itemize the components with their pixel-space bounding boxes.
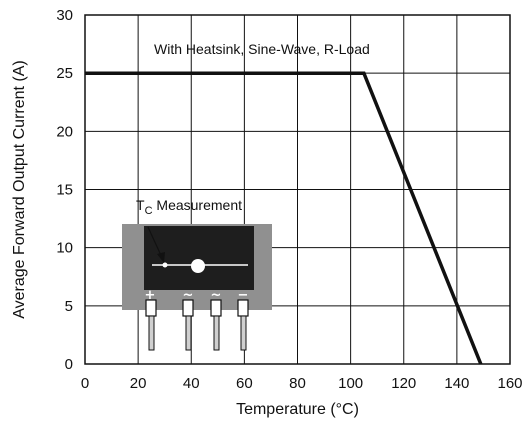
y-tick-label-30: 30	[56, 7, 73, 24]
lead-pin-1	[148, 315, 155, 351]
lead-pin-4	[240, 315, 247, 351]
y-axis-title: Average Forward Output Current (A)	[11, 60, 28, 318]
x-tick-label-100: 100	[338, 375, 363, 392]
x-tick-label-120: 120	[391, 375, 416, 392]
x-tick-label-60: 60	[236, 375, 253, 392]
x-tick-label-40: 40	[183, 375, 200, 392]
x-axis-title: Temperature (°C)	[236, 401, 359, 418]
x-tick-label-140: 140	[444, 375, 469, 392]
lead-tab-2	[182, 299, 194, 317]
pin-symbol-minus: −	[238, 288, 249, 303]
pin-symbol-ac-2: ~	[211, 288, 222, 303]
lead-tab-3	[210, 299, 222, 317]
series-line	[85, 71, 483, 365]
y-tick-label-25: 25	[56, 65, 73, 82]
x-tick-label-0: 0	[81, 375, 89, 392]
y-tick-label-10: 10	[56, 240, 73, 257]
mounting-hole-icon	[191, 259, 205, 273]
tc-label-text: Measurement	[153, 197, 243, 213]
y-tick-label-20: 20	[56, 123, 73, 140]
tc-pointer-arrow-icon	[157, 252, 165, 263]
package-inset: + ~ ~ −	[122, 224, 272, 351]
x-tick-label-160: 160	[497, 375, 522, 392]
tc-measurement-point	[162, 262, 168, 268]
y-tick-label-15: 15	[56, 182, 73, 199]
x-tick-label-80: 80	[289, 375, 306, 392]
lead-pin-3	[213, 315, 220, 351]
y-tick-label-0: 0	[65, 356, 73, 373]
pin-symbol-plus: +	[145, 288, 156, 303]
tc-measurement-label: TC Measurement	[136, 197, 242, 217]
curve-condition-label: With Heatsink, Sine-Wave, R-Load	[154, 41, 370, 57]
y-tick-label-5: 5	[65, 298, 73, 315]
lead-tab-4	[237, 299, 249, 317]
x-axis-ticks: 0 20 40 60 80 100 120 140 160	[81, 375, 523, 392]
x-tick-label-20: 20	[130, 375, 147, 392]
tc-label-symbol: T	[136, 197, 145, 213]
pin-symbol-ac-1: ~	[183, 288, 194, 303]
package-leads	[145, 299, 249, 351]
lead-tab-1	[145, 299, 157, 317]
tc-label-subscript: C	[145, 205, 153, 217]
plot-frame	[84, 14, 511, 365]
lead-pin-2	[185, 315, 192, 351]
y-axis-ticks: 0 5 10 15 20 25 30	[56, 7, 73, 373]
